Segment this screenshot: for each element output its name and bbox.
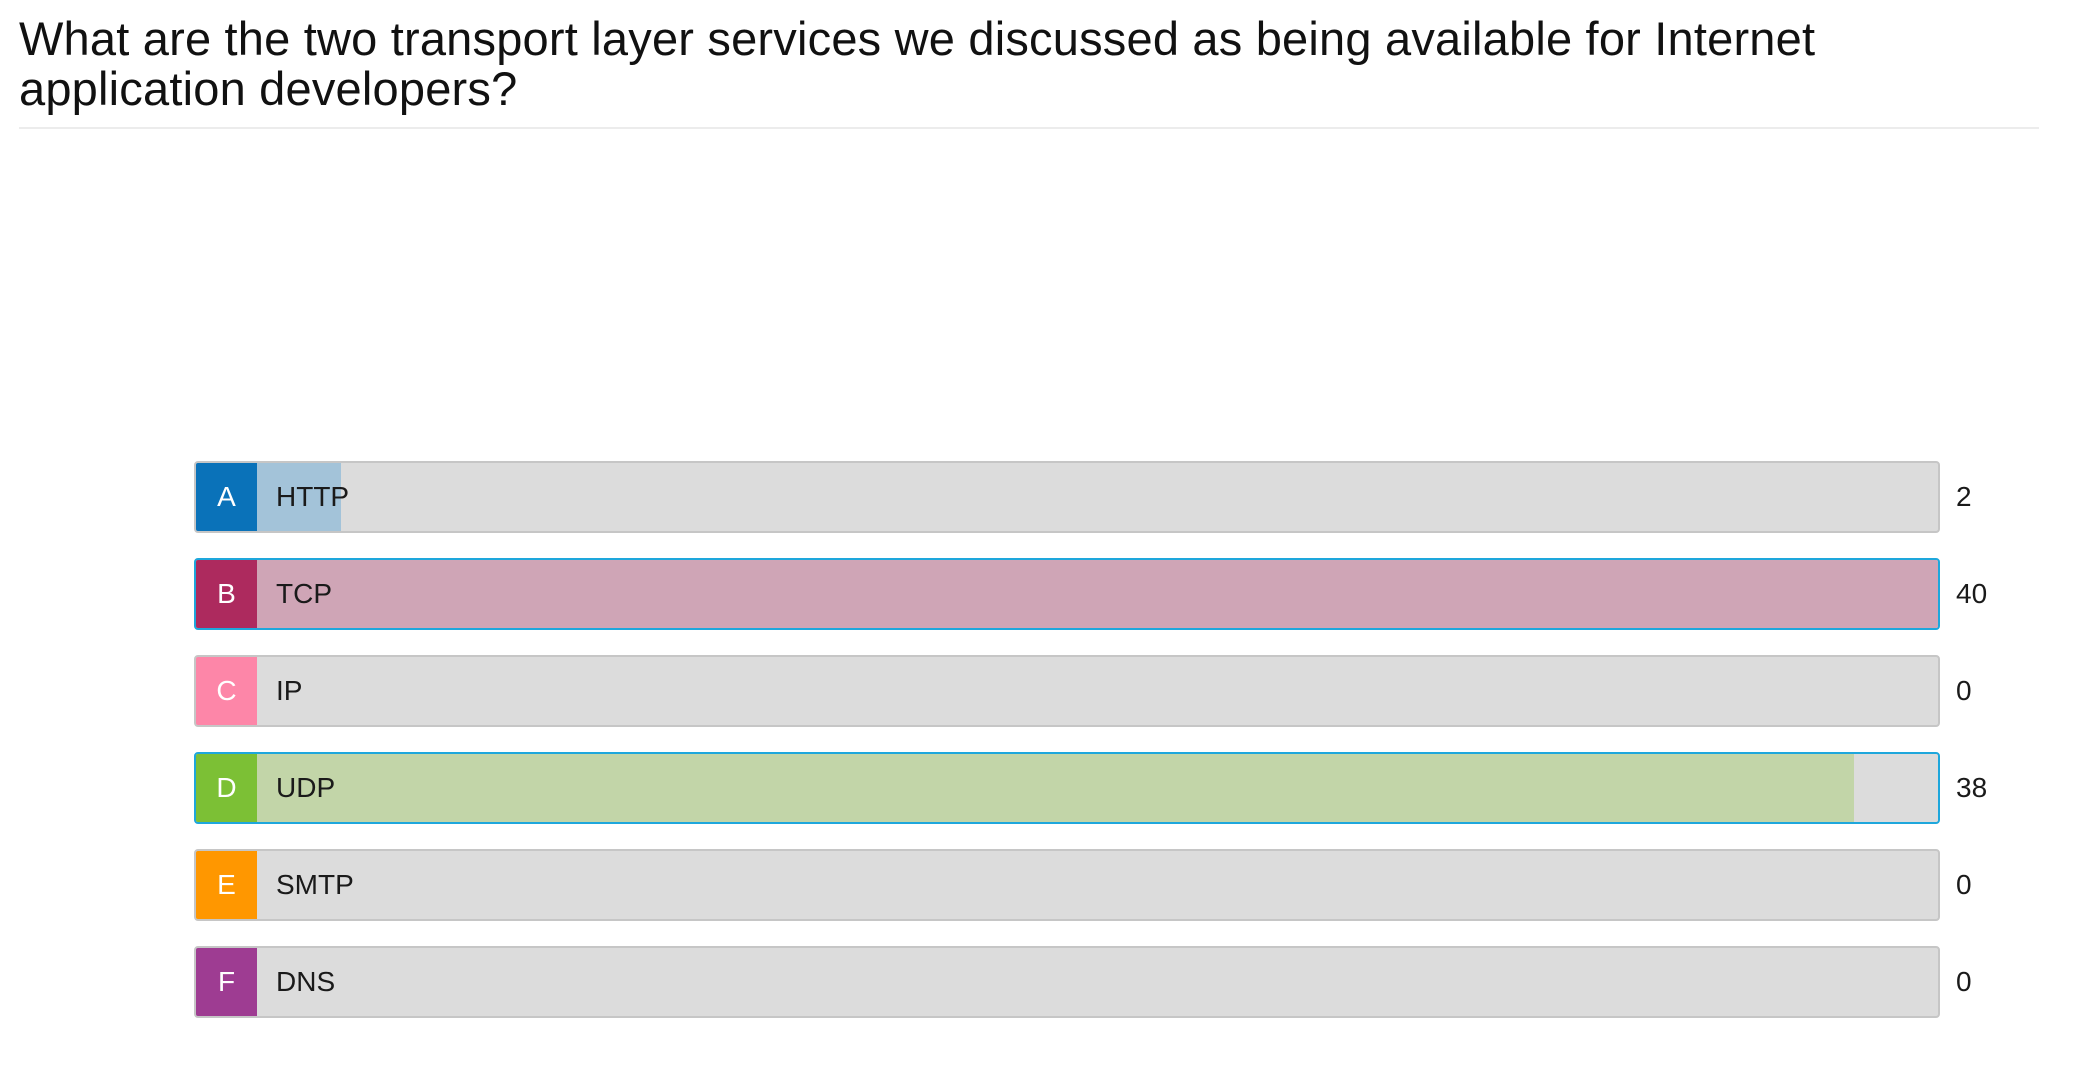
question-title: What are the two transport layer service… bbox=[19, 12, 1816, 115]
option-bar: D UDP bbox=[194, 752, 1940, 824]
option-label: UDP bbox=[276, 772, 336, 803]
option-bar: B TCP bbox=[194, 558, 1940, 630]
result-fill-bar bbox=[257, 754, 1854, 822]
vote-count: 0 bbox=[1956, 675, 1972, 706]
option-letter-badge: C bbox=[196, 657, 257, 725]
vote-count: 40 bbox=[1956, 578, 1988, 609]
option-label: DNS bbox=[276, 966, 336, 997]
option-d[interactable]: D UDP 38 bbox=[194, 752, 2044, 824]
option-label: SMTP bbox=[276, 869, 354, 900]
vote-count: 2 bbox=[1956, 481, 1972, 512]
option-label: IP bbox=[276, 675, 303, 706]
option-label: TCP bbox=[276, 578, 332, 609]
title-divider bbox=[19, 127, 2039, 129]
option-letter-badge: A bbox=[196, 463, 257, 531]
option-e[interactable]: E SMTP 0 bbox=[194, 849, 2044, 921]
result-fill-bar bbox=[257, 463, 341, 531]
vote-count: 0 bbox=[1956, 966, 1972, 997]
vote-count: 0 bbox=[1956, 869, 1972, 900]
option-bar: A HTTP bbox=[194, 461, 1940, 533]
option-bar: C IP bbox=[194, 655, 1940, 727]
option-c[interactable]: C IP 0 bbox=[194, 655, 2044, 727]
option-bar: F DNS bbox=[194, 946, 1940, 1018]
option-letter-badge: E bbox=[196, 851, 257, 919]
option-b[interactable]: B TCP 40 bbox=[194, 558, 2044, 630]
option-label: HTTP bbox=[276, 481, 350, 512]
option-a[interactable]: A HTTP 2 bbox=[194, 461, 2044, 533]
option-letter-badge: F bbox=[196, 948, 257, 1016]
option-bar: E SMTP bbox=[194, 849, 1940, 921]
option-f[interactable]: F DNS 0 bbox=[194, 946, 2044, 1018]
vote-count: 38 bbox=[1956, 772, 1988, 803]
result-fill-bar bbox=[257, 560, 1938, 628]
option-letter-badge: B bbox=[196, 560, 257, 628]
option-letter-badge: D bbox=[196, 754, 257, 822]
